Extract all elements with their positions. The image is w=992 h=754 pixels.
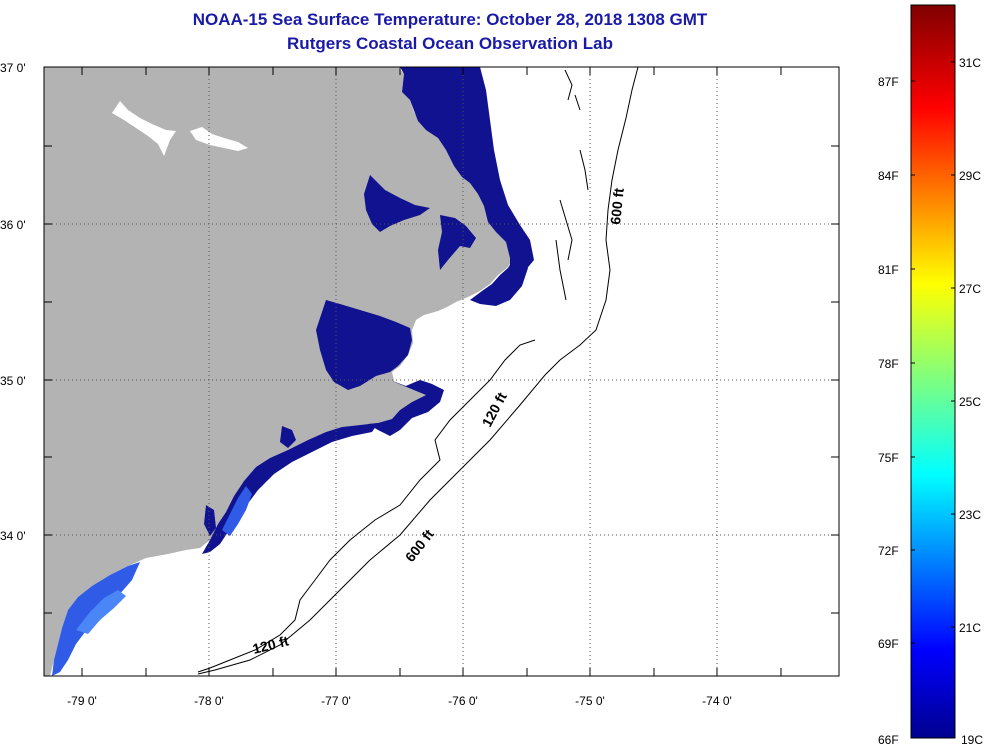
contour-600ft-north: [544, 67, 639, 376]
colorbar-gradient: [910, 4, 956, 739]
lake-1: [112, 101, 176, 156]
cb-c-31: 31C: [959, 56, 981, 70]
lake-2: [190, 127, 248, 151]
contour-600ft-south: [197, 374, 546, 675]
cb-c-29: 29C: [959, 169, 981, 183]
cb-f-78: 78F: [878, 357, 899, 371]
cb-f-87: 87F: [878, 75, 899, 89]
lon-label-74: -74 0': [702, 694, 732, 708]
bathymetry-contours: [197, 67, 639, 675]
lon-label-75: -75 0': [575, 694, 605, 708]
grid-lines: [44, 67, 839, 676]
axis-ticks: [44, 67, 839, 676]
cb-f-81: 81F: [878, 263, 899, 277]
map-title: NOAA-15 Sea Surface Temperature: October…: [192, 10, 708, 29]
map-border: [43, 66, 840, 677]
lat-label-35: 35 0': [0, 374, 26, 388]
lon-label-76: -76 0': [448, 694, 478, 708]
lon-label-79: -79 0': [67, 694, 97, 708]
contour-label-600ft-north: 600 ft: [607, 187, 627, 225]
lat-label-34: 34 0': [0, 529, 26, 543]
sst-coastal-water: [202, 67, 534, 554]
cb-f-66: 66F: [878, 733, 899, 747]
lon-label-77: -77 0': [321, 694, 351, 708]
cb-f-72: 72F: [878, 544, 899, 558]
cb-c-19: 19C: [961, 733, 983, 747]
map-subtitle: Rutgers Coastal Ocean Observation Lab: [287, 34, 613, 53]
colorbar: 87F 84F 81F 78F 75F 72F 69F 66F 31C 29C …: [878, 4, 983, 747]
contour-inner-fragments: [555, 69, 589, 301]
cb-c-27: 27C: [959, 282, 981, 296]
contour-120ft: [197, 339, 536, 673]
cb-c-23: 23C: [959, 508, 981, 522]
cb-f-69: 69F: [878, 637, 899, 651]
sst-warmest-band: [76, 590, 126, 634]
lat-label-36: 36 0': [0, 218, 26, 232]
cb-c-25: 25C: [959, 395, 981, 409]
lon-label-78: -78 0': [194, 694, 224, 708]
colorbar-ticks: [911, 61, 955, 644]
lat-label-37: 37 0': [0, 61, 26, 75]
cb-f-84: 84F: [878, 169, 899, 183]
cb-c-21: 21C: [959, 621, 981, 635]
cb-f-75: 75F: [878, 451, 899, 465]
